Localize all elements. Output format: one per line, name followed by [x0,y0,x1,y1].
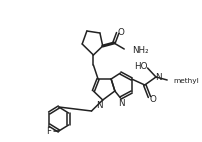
Text: NH₂: NH₂ [133,45,149,55]
Text: O: O [150,94,157,104]
Text: methyl: methyl [174,78,199,84]
Text: HO: HO [134,61,148,70]
Text: N: N [118,99,125,107]
Text: N: N [96,101,102,109]
Text: O: O [118,28,125,36]
Text: F: F [46,128,51,136]
Text: N: N [156,73,162,82]
